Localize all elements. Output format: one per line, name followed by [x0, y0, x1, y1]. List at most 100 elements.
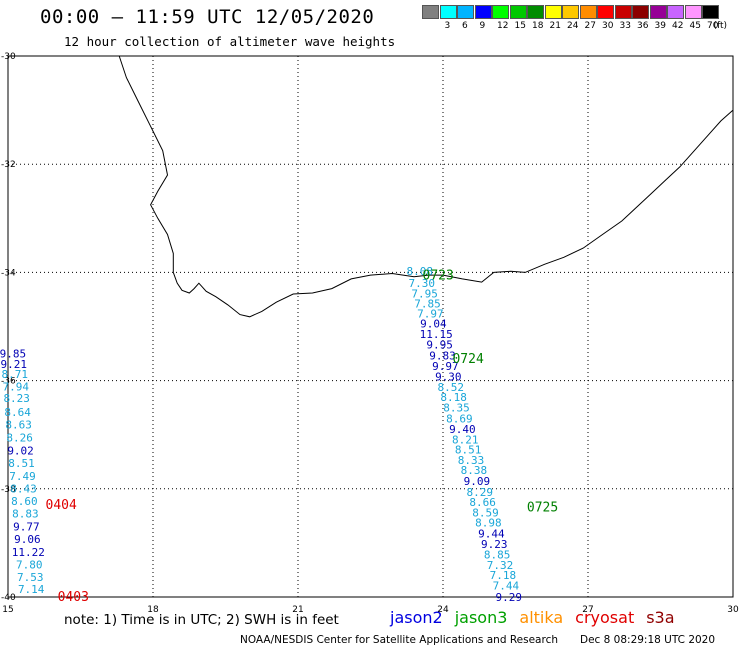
- wave-height-value: 8.59: [472, 506, 499, 519]
- wave-height-value: 7.44: [493, 579, 520, 592]
- wave-height-value: 9.04: [420, 318, 447, 331]
- legend-swatch: [597, 5, 614, 19]
- wave-height-value: 7.97: [417, 307, 444, 320]
- satellite-name: cryosat: [575, 608, 635, 627]
- legend-label: 33: [619, 21, 631, 31]
- legend-swatch: [509, 5, 527, 19]
- legend-swatch: [667, 5, 684, 19]
- wave-height-value: 8.33: [458, 454, 485, 467]
- wave-height-value: 9.40: [449, 423, 476, 436]
- legend-label: 42: [672, 21, 684, 31]
- track-time-labels: 0723 0724 0725 0404 0403: [46, 269, 559, 605]
- wave-height-value: 7.32: [487, 559, 514, 572]
- legend-swatch: [632, 5, 649, 19]
- wave-height-value: 7.95: [411, 287, 438, 300]
- legend-swatch: [579, 5, 597, 19]
- satellite-name: s3a: [646, 608, 675, 627]
- legend-swatch: [562, 5, 579, 19]
- legend-unit: (ft): [713, 21, 728, 31]
- wave-height-value: 11.15: [420, 328, 453, 341]
- legend-swatch: [492, 5, 509, 19]
- wave-height-value: 7.14: [18, 583, 45, 596]
- wave-height-value: 9.85: [0, 347, 26, 360]
- legend-label: 30: [602, 21, 614, 31]
- wave-height-value: 8.21: [452, 433, 479, 446]
- wave-height-value: 9.23: [481, 538, 508, 551]
- wave-height-value: 7.18: [490, 569, 517, 582]
- legend-label: 70: [707, 21, 719, 31]
- page-subtitle: 12 hour collection of altimeter wave hei…: [64, 34, 396, 49]
- x-tick-label: 24: [437, 605, 449, 615]
- y-tick-label: -32: [1, 160, 16, 170]
- west-coastline: [118, 55, 174, 273]
- wave-height-value: 8.08: [407, 265, 434, 278]
- wave-height-value: 9.97: [432, 360, 459, 373]
- x-tick-label: 21: [292, 605, 303, 615]
- wave-height-value: 11.22: [12, 546, 45, 559]
- legend-label: 9: [479, 21, 486, 31]
- page-title: 00:00 – 11:59 UTC 12/05/2020: [40, 6, 375, 28]
- legend-label: 27: [584, 21, 596, 31]
- wave-height-value: 8.18: [440, 391, 467, 404]
- generated-timestamp: Dec 8 08:29:18 UTC 2020: [580, 634, 716, 646]
- wave-height-value: 8.66: [469, 496, 496, 509]
- wave-height-value: 8.38: [461, 464, 488, 477]
- footer-note: note: 1) Time is in UTC; 2) SWH is in fe…: [64, 612, 339, 628]
- wave-height-value: 8.23: [3, 392, 30, 405]
- legend-label: 45: [689, 21, 701, 31]
- wave-height-value: 8.26: [6, 432, 33, 445]
- legend-label: 3: [444, 21, 451, 31]
- legend-swatch: [614, 5, 632, 19]
- coastline: [118, 55, 734, 318]
- legend-swatch: [684, 5, 702, 19]
- y-tick-label: -38: [1, 485, 16, 495]
- wave-height-value: 9.95: [426, 339, 453, 352]
- wave-height-value: 8.51: [8, 457, 35, 470]
- south-coastline: [172, 109, 734, 318]
- wave-height-value: 9.21: [1, 358, 28, 371]
- y-tick-label: -40: [1, 593, 16, 603]
- map-frame: [7, 55, 734, 598]
- wave-height-value: 7.80: [16, 558, 43, 571]
- credit-text: NOAA/NESDIS Center for Satellite Applica…: [240, 634, 558, 646]
- legend-swatch: [439, 5, 457, 19]
- wave-height-value: 7.30: [408, 277, 435, 290]
- wave-height-value: 8.52: [437, 381, 464, 394]
- x-tick-label: 30: [727, 605, 739, 615]
- legend-swatch: [544, 5, 562, 19]
- legend-label: 24: [567, 21, 579, 31]
- legend-label: 39: [654, 21, 666, 31]
- altimeter-tracks: 8.087.307.957.857.979.0411.159.959.839.9…: [0, 265, 522, 604]
- legend-swatches: [422, 5, 720, 19]
- pass-time-label: 0404: [46, 498, 77, 513]
- satellite-name: jason2: [390, 608, 443, 627]
- x-tick-label: 15: [2, 605, 13, 615]
- legend-labels: 3 6 9 12 15 18 21 24 27 30 33 36 39 42 45 70 (ft): [422, 19, 728, 33]
- legend-swatch: [527, 5, 544, 19]
- pass-time-label: 0725: [527, 501, 558, 516]
- wave-height-value: 7.53: [17, 571, 44, 584]
- wave-height-value: 7.94: [2, 380, 29, 393]
- satellite-legend: jason2 jason3 altika cryosat s3a: [390, 608, 687, 627]
- legend-label: 18: [532, 21, 544, 31]
- wave-height-value: 8.51: [455, 444, 482, 457]
- wave-height-value: 8.64: [4, 406, 31, 419]
- satellite-name: jason3: [454, 608, 508, 627]
- y-tick-label: -34: [1, 268, 16, 278]
- color-legend: 3 6 9 12 15 18 21 24 27 30 33 36 39 42 45 70 (ft): [422, 5, 728, 33]
- pass-time-label: 0724: [452, 352, 483, 367]
- wave-height-value: 9.06: [14, 533, 41, 546]
- wave-height-value: 9.44: [478, 527, 505, 540]
- wave-height-value: 8.60: [11, 495, 38, 508]
- wave-height-value: 9.83: [429, 350, 456, 363]
- wave-height-value: 7.49: [9, 470, 36, 483]
- map-grid: [7, 55, 734, 598]
- wave-height-value: 8.35: [443, 401, 470, 414]
- legend-swatch: [457, 5, 474, 19]
- x-tick-label: 18: [147, 605, 159, 615]
- legend-label: 12: [497, 21, 509, 31]
- y-tick-label: -36: [1, 377, 16, 387]
- wave-height-value: 9.77: [13, 520, 40, 533]
- wave-height-value: 8.98: [475, 517, 502, 530]
